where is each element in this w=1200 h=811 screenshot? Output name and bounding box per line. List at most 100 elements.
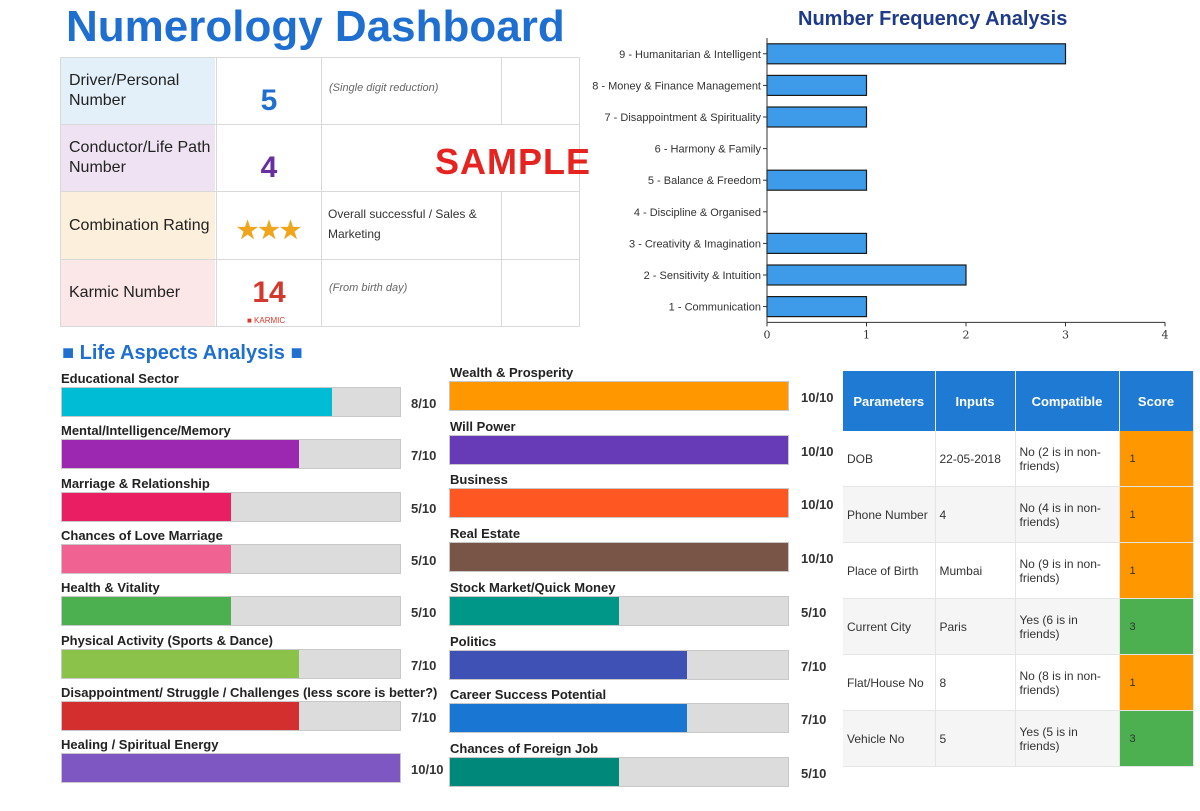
compat-row: Phone Number 4 No (4 is in non-friends) 1 <box>843 486 1194 543</box>
summary-note-cell: (Single digit reduction) <box>321 58 502 124</box>
aspect-label: Chances of Foreign Job <box>450 740 599 756</box>
freq-category-label: 6 - Harmony & Family <box>655 144 762 156</box>
rating-stars: ★★★ <box>236 217 302 244</box>
summary-table: Driver/Personal Number 5 (Single digit r… <box>60 57 590 327</box>
summary-extra-cell <box>501 58 580 124</box>
aspect-score: 7/10 <box>411 657 437 673</box>
aspect-bar-track <box>449 542 789 573</box>
aspect-score: 7/10 <box>411 709 437 725</box>
aspect-label: Business <box>450 472 508 488</box>
aspect-score: 10/10 <box>411 762 444 778</box>
param-cell: DOB <box>843 431 936 487</box>
aspect-score: 7/10 <box>801 712 827 728</box>
col-header-score: Score <box>1119 371 1194 431</box>
aspect-bar-track <box>449 434 789 465</box>
score-cell: 1 <box>1119 431 1194 487</box>
freq-xtick-label: 4 <box>1162 328 1169 341</box>
aspect-label: Healing / Spiritual Energy <box>61 737 219 753</box>
dashboard-title: Numerology Dashboard <box>66 2 565 51</box>
aspect-label: Disappointment/ Struggle / Challenges (l… <box>61 684 438 700</box>
freq-xtick-label: 0 <box>764 328 771 341</box>
freq-chart-title: Number Frequency Analysis <box>798 8 1068 30</box>
aspect-bar-fill <box>62 544 231 573</box>
aspect-bar-fill <box>450 543 788 572</box>
compatible-cell: Yes (6 is in friends) <box>1015 598 1120 655</box>
aspect-bar-track <box>449 488 789 519</box>
karmic-number: 14 <box>252 276 286 309</box>
compatible-cell: No (8 is in non-friends) <box>1015 654 1120 711</box>
aspect-bar-track <box>61 387 401 417</box>
summary-label: Combination Rating <box>61 192 215 259</box>
aspect-label: Will Power <box>450 418 516 434</box>
summary-note-cell: Overall successful / Sales & Marketing <box>321 192 502 259</box>
aspect-bar-track <box>61 439 401 470</box>
col-header-parameters: Parameters <box>843 371 936 431</box>
summary-value-cell: 4 <box>216 125 321 191</box>
param-cell: Current City <box>843 598 936 655</box>
summary-value-cell: 5 <box>216 58 321 124</box>
aspect-bar-fill <box>450 704 687 733</box>
param-cell: Vehicle No <box>843 710 936 767</box>
aspect-bar-fill <box>62 754 400 783</box>
aspect-bar-fill <box>450 650 687 679</box>
freq-category-label: 9 - Humanitarian & Intelligent <box>619 49 761 61</box>
life-aspects-chart: Educational Sector 8/10 Mental/Intelligenc… <box>61 365 834 787</box>
aspect-score: 10/10 <box>801 551 834 567</box>
param-cell: Phone Number <box>843 486 936 543</box>
compatible-cell: No (4 is in non-friends) <box>1015 486 1120 543</box>
input-cell: 22-05-2018 <box>935 431 1016 487</box>
aspect-score: 5/10 <box>801 604 827 620</box>
col-header-compatible: Compatible <box>1015 371 1120 431</box>
frequency-chart: 9 - Humanitarian & Intelligent 8 - Money … <box>592 38 1169 341</box>
summary-note-cell <box>321 125 580 191</box>
compat-row: Vehicle No 5 Yes (5 is in friends) 3 <box>843 710 1194 767</box>
freq-category-label: 2 - Sensitivity & Intuition <box>644 270 761 282</box>
aspect-score: 7/10 <box>801 658 827 674</box>
aspect-bar-fill <box>62 492 231 521</box>
summary-note: (Single digit reduction) <box>329 82 439 94</box>
summary-note: (From birth day) <box>329 282 408 294</box>
compat-header-row: Parameters Inputs Compatible Score <box>843 371 1194 431</box>
compatible-cell: No (2 is in non-friends) <box>1015 431 1120 487</box>
freq-category-label: 1 - Communication <box>669 302 761 314</box>
aspect-bar-fill <box>62 597 231 626</box>
aspect-label: Stock Market/Quick Money <box>450 579 616 595</box>
input-cell: 8 <box>935 654 1016 711</box>
score-cell: 1 <box>1119 654 1194 711</box>
score-cell: 3 <box>1119 598 1194 655</box>
aspect-score: 5/10 <box>411 605 437 621</box>
summary-value-cell: 14 ■ KARMIC <box>216 260 321 326</box>
aspect-score: 10/10 <box>801 497 834 513</box>
freq-category-label: 3 - Creativity & Imagination <box>629 238 761 250</box>
sample-watermark: SAMPLE <box>435 141 592 182</box>
karmic-badge: ■ KARMIC <box>247 316 286 325</box>
aspect-score: 5/10 <box>801 765 827 781</box>
score-cell: 1 <box>1119 486 1194 543</box>
summary-extra-cell <box>501 192 580 259</box>
freq-xtick-label: 2 <box>963 328 970 341</box>
aspect-score: 5/10 <box>411 500 437 516</box>
aspect-bar-track <box>449 756 789 787</box>
compatible-cell: Yes (5 is in friends) <box>1015 710 1120 767</box>
compat-row: DOB 22-05-2018 No (2 is in non-friends) 1 <box>843 431 1194 487</box>
aspect-label: Health & Vitality <box>61 580 160 596</box>
aspect-bar-fill <box>450 435 788 464</box>
aspect-label: Career Success Potential <box>450 687 607 703</box>
input-cell: Mumbai <box>935 542 1016 599</box>
conductor-number: 4 <box>260 151 278 184</box>
aspect-label: Physical Activity (Sports & Dance) <box>61 632 273 648</box>
aspect-bar-fill <box>450 382 788 410</box>
aspect-bar-track <box>61 648 401 679</box>
aspect-bar-fill <box>62 649 299 678</box>
aspect-bar-fill <box>62 701 299 730</box>
param-cell: Flat/House No <box>843 654 936 711</box>
aspect-bar-track <box>61 700 401 731</box>
aspect-bar-track <box>61 491 401 522</box>
freq-category-label: 5 - Balance & Freedom <box>648 175 761 187</box>
aspect-label: Wealth & Prosperity <box>450 365 574 380</box>
aspect-bar-track <box>449 703 789 734</box>
summary-row-combination: Combination Rating ★★★ Overall successfu… <box>61 192 579 260</box>
freq-category-label: 4 - Discipline & Organised <box>634 207 761 219</box>
aspect-bar-track <box>449 649 789 680</box>
input-cell: 5 <box>935 710 1016 767</box>
